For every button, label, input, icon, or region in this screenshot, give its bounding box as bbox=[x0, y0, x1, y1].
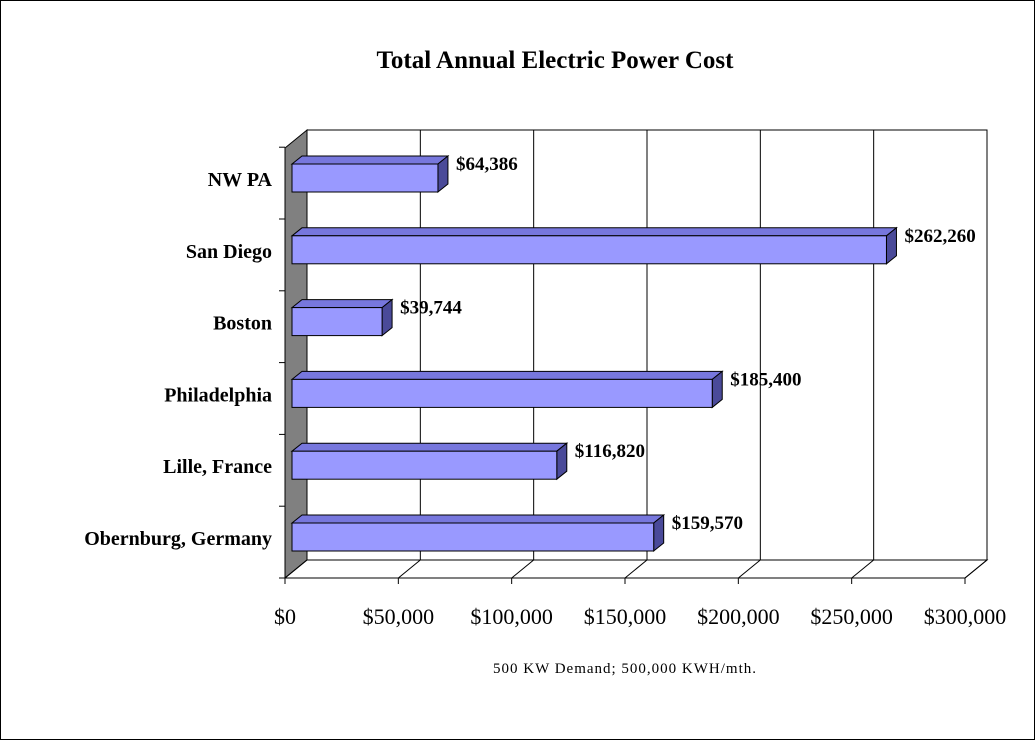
bar bbox=[291, 522, 655, 552]
floor-tick bbox=[738, 559, 761, 579]
floor-tick bbox=[964, 559, 988, 579]
y-tick-label: Boston bbox=[213, 313, 272, 335]
y-tick-label: Obernburg, Germany bbox=[84, 528, 272, 550]
data-label: $64,386 bbox=[456, 154, 518, 175]
bar bbox=[291, 307, 383, 337]
y-tick-label: Philadelphia bbox=[164, 384, 272, 406]
floor-tick bbox=[398, 559, 421, 579]
bar-top bbox=[290, 299, 394, 309]
bar-top bbox=[290, 370, 724, 380]
x-tick-label: $100,000 bbox=[470, 604, 553, 629]
floor-tick bbox=[511, 559, 534, 579]
bar bbox=[291, 378, 713, 408]
chart-title: Total Annual Electric Power Cost bbox=[377, 47, 735, 74]
data-label: $116,820 bbox=[575, 441, 645, 462]
x-tick-label: $50,000 bbox=[363, 604, 435, 629]
data-label: $185,400 bbox=[730, 369, 801, 390]
bar bbox=[291, 450, 558, 480]
data-label: $39,744 bbox=[400, 298, 462, 319]
x-axis-label: 500 KW Demand; 500,000 KWH/mth. bbox=[493, 661, 757, 677]
bar bbox=[291, 235, 887, 265]
bar-top bbox=[290, 227, 898, 237]
x-tick-label: $0 bbox=[274, 604, 296, 629]
y-tick-label: NW PA bbox=[208, 169, 273, 191]
x-tick-label: $250,000 bbox=[810, 604, 893, 629]
floor-tick bbox=[284, 559, 308, 579]
data-label: $262,260 bbox=[904, 226, 975, 247]
y-tick-label: Lille, France bbox=[163, 456, 272, 478]
x-tick-label: $300,000 bbox=[924, 604, 1007, 629]
x-tick-label: $200,000 bbox=[697, 604, 780, 629]
x-tick-label: $150,000 bbox=[584, 604, 667, 629]
floor-tick bbox=[851, 559, 874, 579]
data-label: $159,570 bbox=[672, 513, 743, 534]
bar-top bbox=[290, 155, 450, 165]
bar bbox=[291, 163, 439, 193]
side-wall bbox=[284, 128, 308, 580]
bar-top bbox=[290, 442, 569, 452]
floor-tick bbox=[624, 559, 648, 579]
y-tick-label: San Diego bbox=[186, 241, 272, 263]
bar-top bbox=[290, 514, 666, 524]
